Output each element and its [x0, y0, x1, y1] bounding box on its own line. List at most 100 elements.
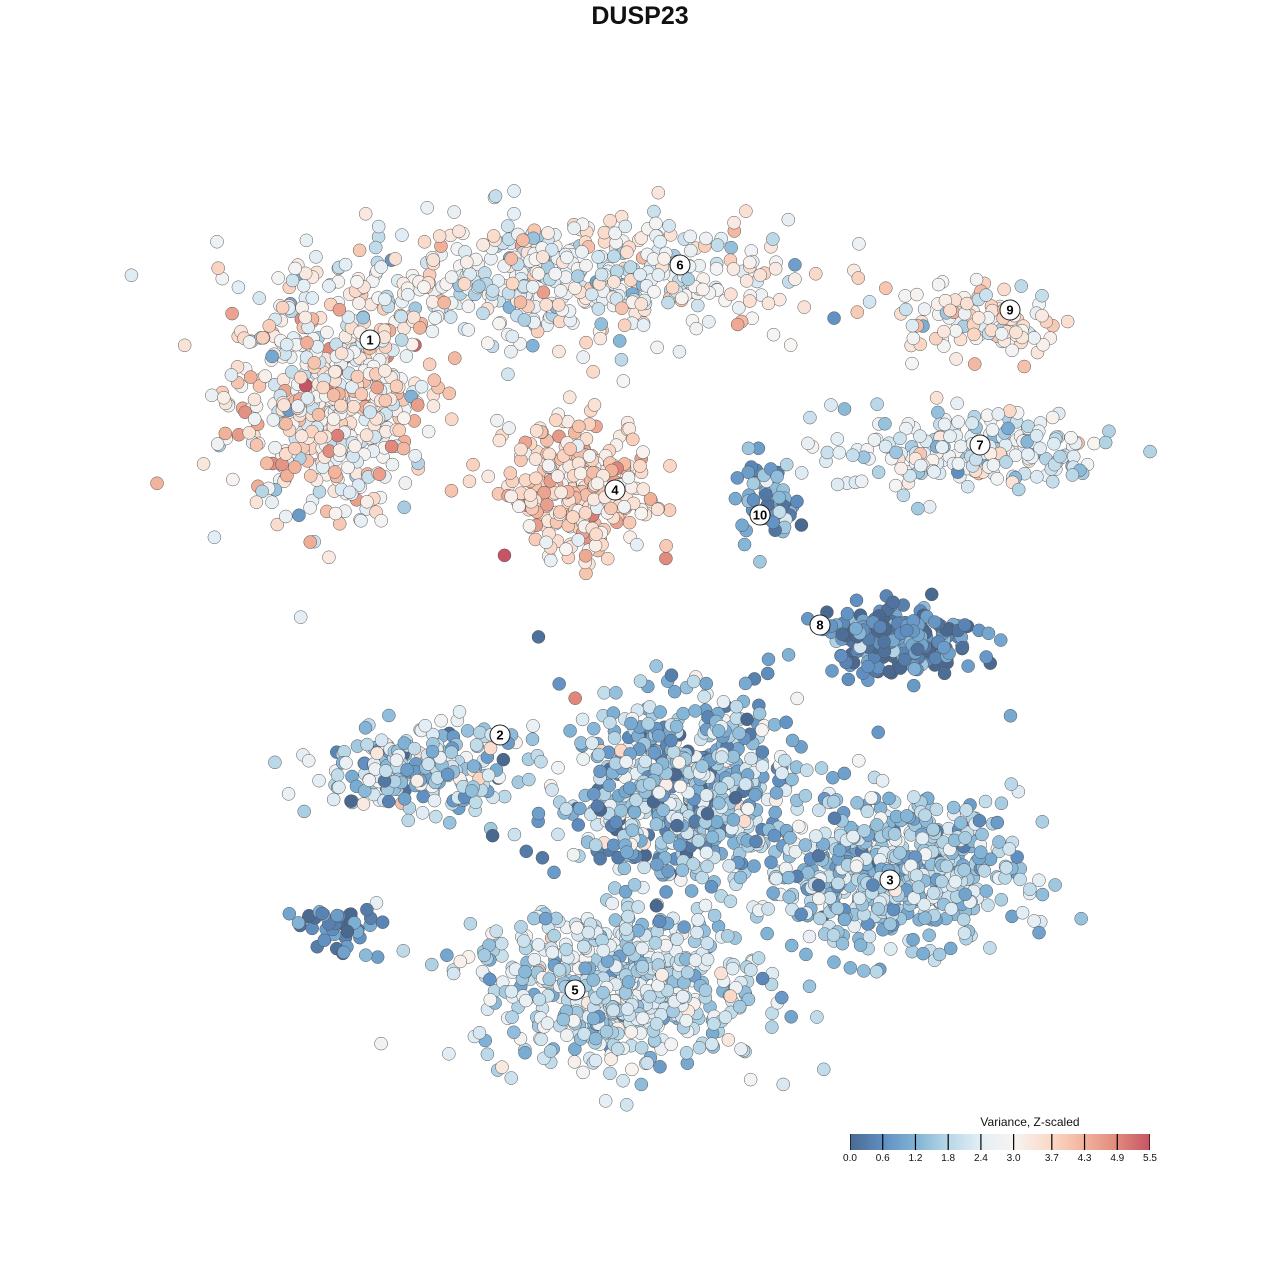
cell-point — [978, 794, 993, 809]
cell-point — [369, 896, 384, 910]
legend-tick-label: 1.2 — [908, 1153, 923, 1164]
cell-point — [242, 335, 257, 349]
cluster-label-text: 3 — [886, 873, 893, 888]
cell-point — [226, 472, 240, 487]
cell-point — [247, 412, 262, 426]
cell-point — [301, 753, 316, 768]
cell-point — [217, 391, 231, 405]
cell-point — [680, 965, 695, 980]
cell-point — [341, 310, 356, 325]
cell-point — [473, 725, 487, 740]
cell-point — [427, 793, 442, 808]
cell-point — [609, 686, 623, 700]
cell-point — [794, 466, 809, 480]
cell-point — [841, 672, 856, 687]
cell-point — [421, 757, 436, 771]
cell-point — [760, 926, 774, 941]
cell-point — [328, 465, 342, 479]
cell-point — [679, 1013, 693, 1028]
cell-point — [659, 885, 673, 899]
cell-point — [1004, 777, 1019, 791]
cell-point — [552, 677, 566, 691]
cell-point — [732, 301, 746, 315]
cluster-label: 9 — [999, 299, 1021, 321]
cell-point — [734, 1042, 748, 1056]
cell-point — [743, 255, 757, 270]
cell-point — [593, 331, 608, 346]
cell-point — [486, 229, 501, 243]
cell-point — [477, 948, 492, 962]
cell-point — [1143, 444, 1157, 459]
cell-point — [688, 704, 702, 718]
cell-point — [548, 267, 563, 281]
cell-point — [979, 650, 993, 664]
cell-point — [643, 989, 657, 1004]
cell-point — [538, 911, 553, 926]
color-gradient — [850, 1134, 1150, 1150]
cell-point — [448, 351, 462, 365]
cell-point — [587, 398, 602, 412]
cell-point — [531, 938, 546, 952]
cluster-label-badge — [999, 299, 1021, 321]
cell-point — [825, 664, 839, 678]
cell-point — [603, 715, 617, 730]
cell-point — [752, 706, 767, 721]
cell-point — [397, 500, 411, 515]
cell-point — [1045, 410, 1060, 425]
cell-point — [514, 442, 528, 457]
cell-point — [394, 333, 409, 347]
cluster-label-badge — [749, 504, 771, 526]
cell-point — [888, 478, 903, 493]
cell-point — [926, 886, 941, 900]
cell-point — [1035, 887, 1050, 902]
cell-point — [616, 1074, 630, 1088]
cell-point — [531, 630, 546, 644]
cell-point — [350, 275, 364, 289]
cell-point — [389, 753, 404, 767]
cell-point — [426, 399, 441, 413]
cell-point — [465, 784, 479, 798]
cell-point — [781, 648, 796, 662]
cell-point — [268, 440, 282, 455]
cell-point — [705, 1037, 719, 1051]
cell-point — [851, 271, 866, 285]
cell-point — [651, 729, 666, 743]
cell-point — [711, 724, 726, 738]
cell-point — [949, 324, 963, 338]
cell-point — [794, 518, 809, 532]
cell-point — [352, 243, 367, 258]
cell-point — [1060, 314, 1075, 329]
cell-point — [481, 768, 496, 782]
cell-point — [843, 961, 858, 975]
cell-point — [1035, 815, 1050, 829]
cell-point — [410, 398, 425, 412]
cell-point — [545, 945, 560, 960]
cell-point — [594, 267, 609, 282]
cluster-label-text: 7 — [976, 438, 983, 453]
cell-point — [262, 319, 276, 333]
legend-tick-label: 2.4 — [973, 1153, 988, 1164]
cell-point — [1014, 279, 1028, 293]
cell-point — [898, 289, 912, 303]
cell-point — [505, 276, 520, 291]
cell-point — [550, 469, 565, 483]
cell-point — [640, 1056, 654, 1070]
cell-point — [1030, 470, 1044, 484]
cell-point — [770, 469, 784, 484]
cell-point — [835, 936, 850, 951]
cell-point — [635, 959, 650, 974]
cell-point — [699, 845, 714, 860]
cell-point — [375, 915, 390, 929]
cell-point — [360, 495, 374, 509]
cell-point — [401, 287, 415, 302]
cell-point — [596, 985, 610, 1000]
cell-point — [629, 793, 643, 807]
cell-point — [1013, 872, 1027, 887]
cell-point — [414, 379, 429, 394]
cell-point — [622, 781, 637, 795]
cell-point — [397, 792, 412, 806]
cell-point — [268, 755, 282, 770]
cell-point — [296, 279, 311, 293]
cell-point — [432, 229, 447, 243]
cell-point — [764, 855, 778, 870]
